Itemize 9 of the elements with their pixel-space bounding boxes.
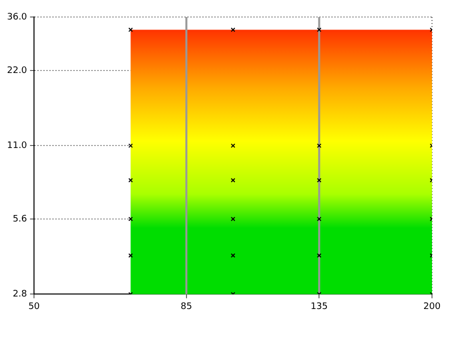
x-tick-label: 85	[180, 302, 192, 312]
x-tick-label: 135	[310, 302, 328, 312]
x-tick-label: 50	[28, 302, 40, 312]
y-tick-label: 22.0	[6, 66, 28, 76]
y-tick-label: 5.6	[12, 214, 28, 224]
y-tick-label: 11.0	[6, 141, 28, 152]
x-tick-label: 200	[423, 302, 441, 312]
y-tick-label: 2.8	[12, 290, 28, 300]
y-tick-label: 36.0	[6, 12, 28, 22]
